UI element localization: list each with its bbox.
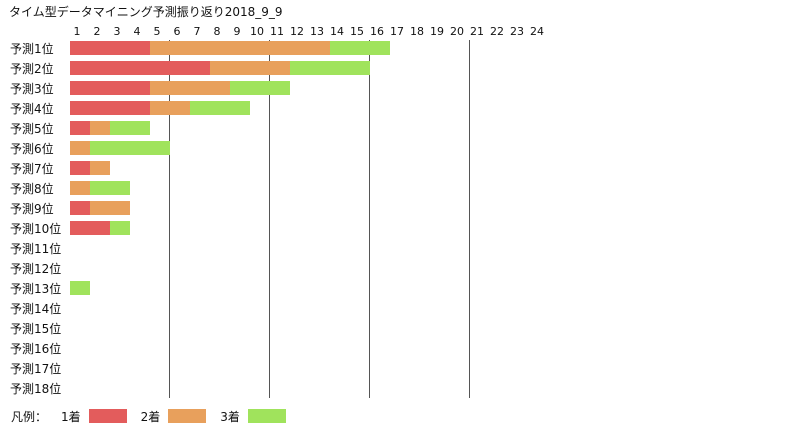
x-tick-label: 14 — [330, 25, 344, 38]
category-label: 予測1位 — [10, 41, 54, 56]
legend-item-2: 2着 — [141, 408, 207, 425]
category-label: 予測18位 — [10, 381, 61, 396]
category-label: 予測5位 — [10, 121, 54, 136]
category-label: 予測13位 — [10, 281, 61, 296]
x-tick-label: 3 — [114, 25, 121, 38]
category-label: 予測17位 — [10, 361, 61, 376]
bar-segment — [150, 41, 330, 55]
x-tick-label: 11 — [270, 25, 284, 38]
x-tick-label: 19 — [430, 25, 444, 38]
legend-title: 凡例： — [11, 409, 48, 424]
x-tick-label: 24 — [530, 25, 544, 38]
bar-segment — [70, 161, 90, 175]
x-tick-label: 23 — [510, 25, 524, 38]
category-labels: 予測1位予測2位予測3位予測4位予測5位予測6位予測7位予測8位予測9位予測10… — [10, 41, 61, 396]
bar-segment — [70, 81, 150, 95]
legend-swatch — [168, 409, 207, 423]
bar-segment — [90, 141, 170, 155]
category-label: 予測12位 — [10, 261, 61, 276]
category-label: 予測2位 — [10, 61, 54, 76]
bar-segment — [110, 121, 150, 135]
bar-segment — [290, 61, 370, 75]
bar-segment — [70, 221, 110, 235]
bar-segment — [210, 61, 290, 75]
x-tick-label: 18 — [410, 25, 424, 38]
x-tick-labels: 1 2 3 4 5 6 7 8 9 10 11 12 13 14 15 16 17 18 19 20 21 22 23 24 — [74, 25, 545, 38]
category-label: 予測14位 — [10, 301, 61, 316]
grid-lines — [169, 40, 470, 398]
x-tick-label: 8 — [214, 25, 221, 38]
bar-segment — [90, 181, 130, 195]
category-label: 予測11位 — [10, 241, 61, 256]
x-tick-label: 22 — [490, 25, 504, 38]
x-tick-label: 9 — [234, 25, 241, 38]
x-tick-label: 17 — [390, 25, 404, 38]
bar-segment — [70, 201, 90, 215]
legend-swatch — [247, 409, 286, 423]
legend-label: 3着 — [220, 409, 240, 424]
bar-segment — [330, 41, 390, 55]
x-tick-label: 1 — [74, 25, 81, 38]
category-label: 予測15位 — [10, 321, 61, 336]
x-tick-label: 6 — [174, 25, 181, 38]
x-tick-label: 13 — [310, 25, 324, 38]
category-label: 予測8位 — [10, 181, 54, 196]
x-tick-label: 5 — [154, 25, 161, 38]
legend-swatch — [88, 409, 127, 423]
bar-segment — [70, 181, 90, 195]
category-label: 予測10位 — [10, 221, 61, 236]
x-tick-label: 2 — [94, 25, 101, 38]
bar-segment — [90, 161, 110, 175]
bar-segment — [70, 41, 150, 55]
x-tick-label: 4 — [134, 25, 141, 38]
bar-segment — [150, 81, 230, 95]
bars — [70, 41, 390, 295]
x-tick-label: 20 — [450, 25, 464, 38]
x-tick-label: 12 — [290, 25, 304, 38]
bar-segment — [70, 61, 210, 75]
x-tick-label: 16 — [370, 25, 384, 38]
bar-segment — [70, 101, 150, 115]
bar-segment — [70, 121, 90, 135]
category-label: 予測3位 — [10, 81, 54, 96]
legend-label: 2着 — [140, 409, 161, 424]
x-tick-label: 21 — [470, 25, 484, 38]
legend-label: 1着 — [61, 409, 81, 424]
legend-item-3: 3着 — [220, 408, 286, 425]
x-tick-label: 15 — [350, 25, 364, 38]
legend-item-1: 1着 — [61, 408, 127, 425]
category-label: 予測4位 — [10, 101, 54, 116]
category-label: 予測16位 — [10, 341, 61, 356]
bar-segment — [90, 121, 110, 135]
bar-segment — [190, 101, 250, 115]
bar-segment — [150, 101, 190, 115]
category-label: 予測7位 — [10, 161, 54, 176]
bar-segment — [70, 141, 90, 155]
bar-segment — [90, 201, 130, 215]
category-label: 予測6位 — [10, 141, 54, 156]
x-tick-label: 7 — [194, 25, 201, 38]
x-tick-label: 10 — [250, 25, 264, 38]
chart-title: タイム型データマイニング予測振り返り2018_9_9 — [9, 5, 283, 19]
bar-segment — [70, 281, 90, 295]
legend: 凡例： 1着 2着 3着 — [11, 408, 286, 424]
bar-segment — [110, 221, 130, 235]
bar-segment — [230, 81, 290, 95]
category-label: 予測9位 — [10, 201, 54, 216]
